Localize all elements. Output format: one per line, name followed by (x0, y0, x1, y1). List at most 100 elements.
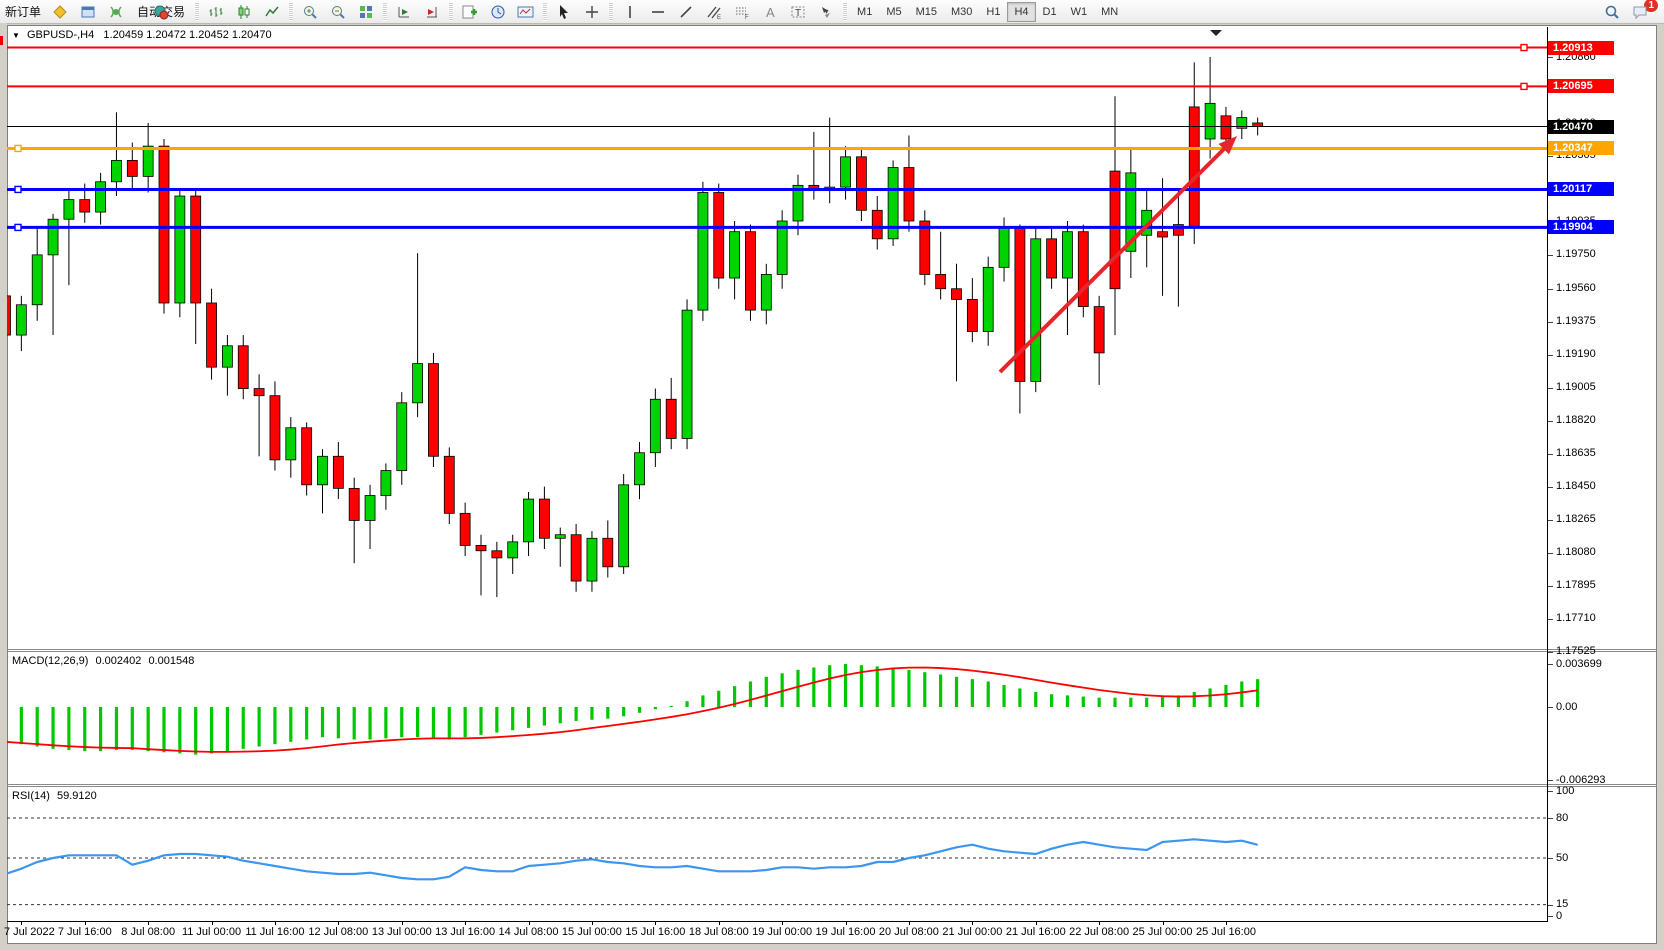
candle[interactable] (903, 135, 915, 232)
tile-windows-icon[interactable] (352, 1, 380, 23)
trendline-tool-icon[interactable] (672, 1, 700, 23)
candle[interactable] (364, 484, 376, 549)
zoom-in-icon[interactable] (296, 1, 324, 23)
line-chart-icon[interactable] (258, 1, 286, 23)
candle[interactable] (729, 220, 740, 300)
macd-panel-separator[interactable] (7, 649, 1657, 650)
candle[interactable] (174, 188, 186, 318)
candlestick-chart-icon[interactable] (230, 1, 258, 23)
candle[interactable] (15, 295, 27, 352)
candle[interactable] (697, 181, 709, 321)
chat-icon[interactable]: 1 (1626, 0, 1659, 23)
candle[interactable] (253, 374, 265, 457)
candle[interactable] (31, 228, 43, 321)
rsi-panel-separator[interactable] (7, 784, 1657, 785)
candle[interactable] (332, 442, 344, 500)
candle[interactable] (1014, 224, 1026, 414)
timeframe-m30[interactable]: M30 (951, 5, 973, 18)
timeframe-mn[interactable]: MN (1101, 5, 1119, 18)
candle[interactable] (1109, 96, 1121, 336)
candle[interactable] (285, 417, 297, 478)
candle[interactable] (491, 541, 503, 598)
candle[interactable] (1125, 149, 1137, 279)
candle[interactable] (665, 377, 677, 450)
candle[interactable] (982, 256, 994, 346)
auto-scroll-icon[interactable] (390, 1, 418, 23)
candle[interactable] (966, 278, 978, 343)
macd-indicator-chart[interactable] (7, 652, 1547, 784)
candle[interactable] (1030, 228, 1042, 393)
line-handle[interactable] (1520, 43, 1528, 52)
candle[interactable] (539, 486, 550, 549)
candle[interactable] (126, 142, 138, 189)
candle[interactable] (745, 224, 756, 321)
candle[interactable] (935, 231, 947, 300)
candle[interactable] (507, 534, 519, 574)
candle[interactable] (1157, 178, 1168, 296)
candle[interactable] (792, 174, 804, 236)
candle[interactable] (443, 447, 455, 525)
candle[interactable] (1077, 224, 1089, 318)
new-order-button[interactable]: 新订单 (5, 5, 42, 19)
candle[interactable] (618, 474, 630, 574)
candle[interactable] (856, 149, 867, 221)
candle[interactable] (554, 527, 566, 567)
candle[interactable] (1046, 228, 1057, 289)
main-price-chart[interactable] (7, 27, 1547, 649)
candle[interactable] (348, 477, 360, 564)
template-icon[interactable]: ▾ (512, 1, 540, 23)
candle[interactable] (412, 253, 424, 418)
text-label-tool-icon[interactable]: T (784, 1, 812, 23)
seal-icon[interactable] (46, 1, 74, 23)
candle[interactable] (206, 288, 217, 380)
timeframe-w1[interactable]: W1 (1070, 5, 1088, 18)
signal-icon[interactable] (102, 1, 130, 23)
candle[interactable] (396, 392, 408, 485)
timeframe-m5[interactable]: M5 (886, 5, 902, 18)
timeframe-d1[interactable]: D1 (1042, 5, 1057, 18)
line-handle[interactable] (1520, 82, 1528, 91)
candle[interactable] (111, 112, 122, 197)
candle[interactable] (301, 422, 313, 496)
chevron-down-icon[interactable]: ▼ (12, 31, 20, 40)
chart-shift-icon[interactable] (418, 1, 446, 23)
candle[interactable] (713, 183, 725, 289)
zoom-out-icon[interactable] (324, 1, 352, 23)
timeframe-m1[interactable]: M1 (857, 5, 873, 18)
horizontal-line-tool-icon[interactable] (644, 1, 672, 23)
arrows-tool-icon[interactable]: ▾ (812, 1, 840, 23)
timeframe-m15[interactable]: M15 (915, 5, 937, 18)
candle[interactable] (776, 210, 788, 289)
trend-arrow-line[interactable] (998, 144, 1229, 374)
search-icon[interactable] (1598, 1, 1626, 23)
candle[interactable] (919, 210, 931, 286)
candle[interactable] (1236, 110, 1248, 139)
candle[interactable] (269, 381, 281, 471)
rsi-indicator-chart[interactable] (7, 787, 1547, 921)
candle[interactable] (634, 442, 645, 500)
candle[interactable] (1188, 62, 1200, 245)
candle[interactable] (47, 213, 59, 336)
chart-shift-marker[interactable] (1210, 30, 1222, 36)
candle[interactable] (7, 291, 11, 353)
chart-window[interactable] (7, 25, 1657, 944)
auto-trading-button[interactable]: 自动交易 (130, 1, 192, 23)
candle[interactable] (221, 335, 233, 396)
crosshair-icon[interactable] (578, 1, 606, 23)
candle[interactable] (475, 534, 487, 596)
candle[interactable] (317, 449, 328, 514)
candle[interactable] (951, 263, 962, 382)
line-handle[interactable] (14, 223, 22, 232)
period-clock-icon[interactable]: ▾ (484, 1, 512, 23)
channel-tool-icon[interactable]: E (700, 1, 728, 23)
candle[interactable] (1062, 220, 1073, 336)
candle[interactable] (523, 491, 534, 557)
candle[interactable] (428, 352, 439, 467)
candle[interactable] (1093, 295, 1105, 385)
line-handle[interactable] (14, 144, 22, 153)
bar-chart-icon[interactable] (202, 1, 230, 23)
text-tool-icon[interactable]: A (756, 1, 784, 23)
candle[interactable] (190, 188, 202, 344)
new-chart-icon[interactable]: ▾ (456, 1, 484, 23)
timeframe-h1[interactable]: H1 (986, 5, 1001, 18)
